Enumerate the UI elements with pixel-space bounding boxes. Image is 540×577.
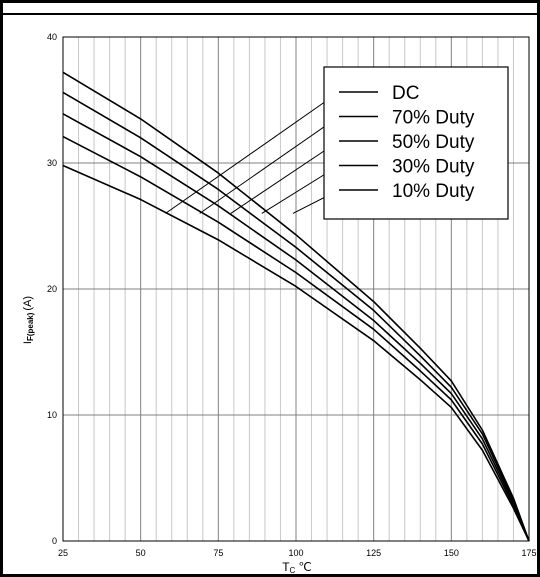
series-line [62,113,530,542]
legend-leaders [165,91,340,214]
series-line [62,135,530,542]
x-tick-label: 125 [366,548,381,558]
y-tick-labels: 0 10 20 30 40 [47,32,57,546]
y-axis-label-main: I [22,341,34,344]
legend-label: 70% Duty [392,108,475,129]
y-axis-label-unit: (A) [22,296,34,311]
legend-leader-line [230,140,340,214]
y-tick-label: 20 [47,284,57,294]
legend-label: 50% Duty [392,132,475,153]
legend-label: DC [392,83,419,104]
y-tick-label: 40 [47,32,57,42]
y-axis-label-sub: F(peak) [26,312,35,341]
series-line [62,71,530,542]
x-tick-label: 25 [58,548,68,558]
x-tick-label: 50 [136,548,146,558]
x-axis-label-sub: C [290,566,296,575]
plot-border [62,36,530,542]
x-tick-label: 150 [444,548,459,558]
x-axis-label-unit: ℃ [298,560,311,574]
top-border [0,0,540,15]
x-tick-label: 75 [213,548,223,558]
legend-label: 30% Duty [392,157,475,178]
y-tick-label: 0 [52,536,57,546]
series-line [62,164,530,542]
x-axis-label-main: T [282,560,290,574]
x-tick-label: 100 [288,548,303,558]
y-axis-label: IF(peak)(A) [22,296,35,344]
x-tick-labels: 25 50 75 100 125 150 175 [58,548,537,558]
legend-leader-line [199,116,340,214]
series-line [62,91,530,542]
legend: DC 70% Duty 50% Duty 30% Duty 10% Duty [323,66,509,220]
legend-items: DC 70% Duty 50% Duty 30% Duty 10% Duty [339,83,475,202]
legend-leader-line [165,91,340,214]
x-axis-label: TC ℃ [282,560,312,575]
y-tick-label: 10 [47,410,57,420]
y-tick-label: 30 [47,158,57,168]
legend-label: 10% Duty [392,181,475,202]
series-lines [62,71,530,542]
x-tick-label: 175 [521,548,536,558]
